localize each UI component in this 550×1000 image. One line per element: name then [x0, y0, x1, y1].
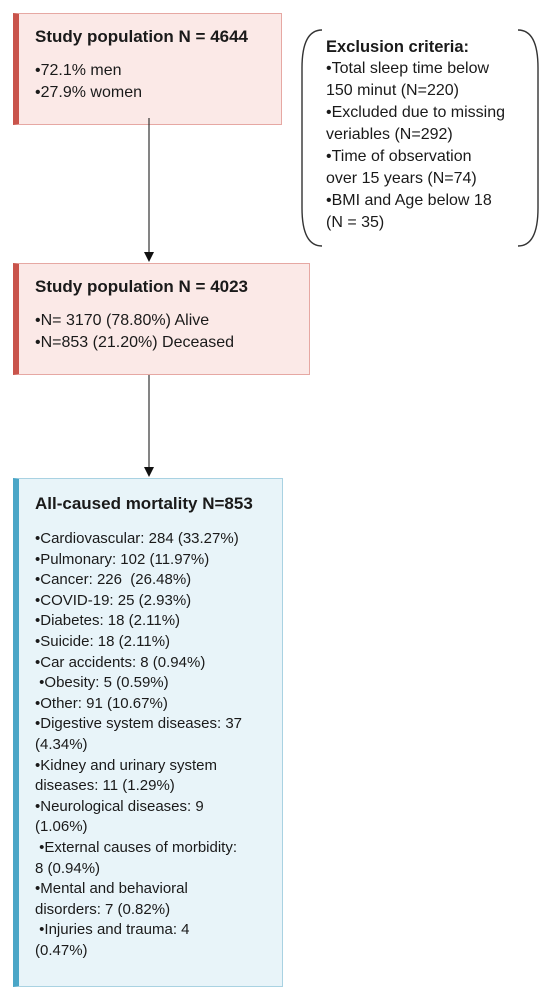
box-2-list: •N= 3170 (78.80%) Alive •N=853 (21.20%) … [35, 310, 309, 354]
list-item: •Neurological diseases: 9 [35, 797, 204, 815]
exclusion-title: Exclusion criteria: [326, 38, 470, 56]
list-item: •72.1% men [35, 62, 122, 79]
list-item: •Excluded due to missing [326, 104, 506, 121]
box-3-list: •Cardiovascular: 284 (33.27%) •Pulmonary… [35, 529, 282, 961]
list-item: •Pulmonary: 102 (11.97%) [35, 550, 210, 568]
list-item: veriables (N=292) [326, 126, 453, 143]
list-item: •Diabetes: 18 (2.11%) [35, 612, 181, 630]
list-item: •Obesity: 5 (0.59%) [35, 674, 169, 692]
list-item: •Suicide: 18 (2.11%) [35, 632, 171, 650]
all-caused-mortality-box: All-caused mortality N=853 •Cardiovascul… [13, 478, 283, 987]
list-item: diseases: 11 (1.29%) [35, 777, 175, 795]
list-item: disorders: 7 (0.82%) [35, 900, 171, 918]
exclusion-criteria-box: Exclusion criteria: •Total sleep time be… [300, 28, 540, 248]
exclusion-bracket-outline [301, 29, 539, 247]
list-item: •Mental and behavioral [35, 880, 188, 898]
list-item: •Other: 91 (10.67%) [35, 694, 168, 712]
list-item: •Cardiovascular: 284 (33.27%) [35, 530, 239, 547]
list-item: •Cancer: 226 (26.48%) [35, 571, 192, 589]
list-item: 150 minut (N=220) [326, 82, 459, 99]
list-item: •27.9% women [35, 84, 142, 101]
study-population-box-2: Study population N = 4023 •N= 3170 (78.8… [13, 263, 310, 375]
box-1-list: •72.1% men •27.9% women [35, 60, 281, 104]
list-item: •Digestive system diseases: 37 [35, 715, 243, 733]
study-population-box-1: Study population N = 4644 •72.1% men •27… [13, 13, 282, 125]
box-3-title: All-caused mortality N=853 [35, 494, 253, 513]
list-item: •N=853 (21.20%) Deceased [35, 334, 235, 351]
box-2-title: Study population N = 4023 [35, 277, 249, 296]
list-item: •Total sleep time below [326, 60, 490, 77]
arrow-down-2 [144, 375, 154, 477]
list-item: (4.34%) [35, 735, 88, 753]
list-item: •BMI and Age below 18 [326, 192, 492, 209]
list-item: 8 (0.94%) [35, 859, 101, 877]
list-item: (1.06%) [35, 818, 88, 836]
list-item: •Time of observation [326, 148, 472, 165]
list-item: •COVID-19: 25 (2.93%) [35, 591, 192, 609]
list-item: (0.47%) [35, 941, 88, 959]
box-1-title: Study population N = 4644 [35, 27, 249, 46]
list-item: •External causes of morbidity: [35, 838, 238, 856]
list-item: •Kidney and urinary system [35, 756, 217, 774]
list-item: over 15 years (N=74) [326, 170, 477, 187]
list-item: •Injuries and trauma: 4 [35, 921, 190, 939]
exclusion-text: Exclusion criteria: •Total sleep time be… [326, 36, 531, 234]
list-item: (N = 35) [326, 214, 385, 231]
arrow-down-1 [144, 118, 154, 262]
list-item: •Car accidents: 8 (0.94%) [35, 653, 206, 671]
list-item: •N= 3170 (78.80%) Alive [35, 312, 210, 329]
